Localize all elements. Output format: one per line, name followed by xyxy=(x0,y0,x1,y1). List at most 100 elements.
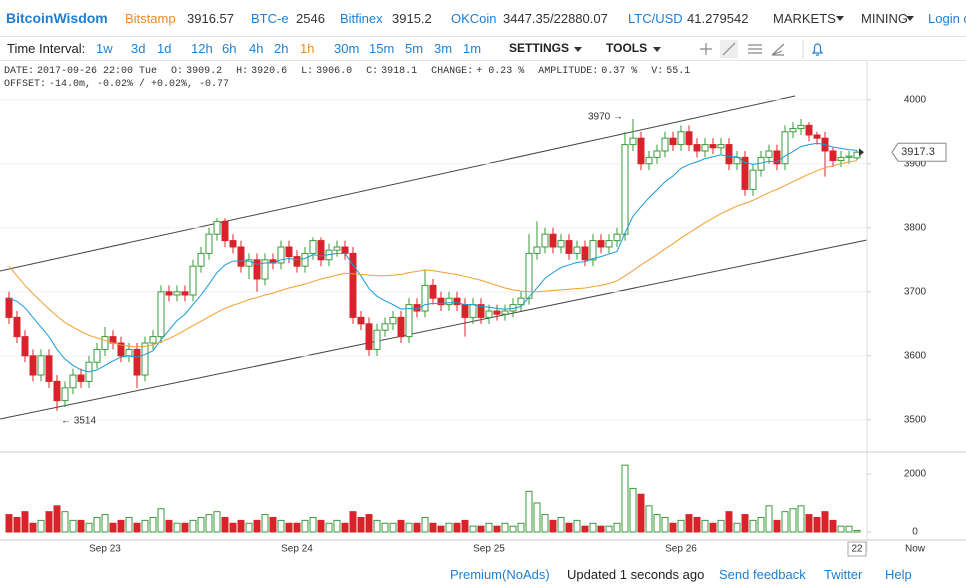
candle-body xyxy=(501,310,509,315)
exchange-name[interactable]: OKCoin xyxy=(451,11,497,26)
candle-body xyxy=(421,284,429,312)
volume-bar xyxy=(365,514,373,533)
footer-link: Updated 1 seconds ago xyxy=(567,567,705,582)
alert-icon[interactable] xyxy=(811,43,824,56)
line-icon[interactable] xyxy=(722,42,736,56)
volume-bar xyxy=(253,519,261,533)
candle-body xyxy=(229,240,237,248)
info-text: 2017-09-26 22:00 Tue xyxy=(37,66,158,77)
footer-link[interactable]: Send feedback xyxy=(719,567,806,582)
interval-button[interactable]: 6h xyxy=(222,41,237,56)
candle-body xyxy=(245,259,253,267)
toolbar-menu[interactable]: SETTINGS xyxy=(509,41,570,55)
candle-body xyxy=(213,220,221,235)
exchange-name[interactable]: Bitstamp xyxy=(125,11,176,26)
interval-button[interactable]: 30m xyxy=(334,41,360,56)
interval-button[interactable]: 3m xyxy=(434,41,453,56)
volume-bar xyxy=(293,522,301,533)
candle-body xyxy=(469,304,477,318)
volume-bar xyxy=(5,514,13,533)
fib-icon[interactable] xyxy=(771,43,785,56)
candle-body xyxy=(629,137,637,146)
interval-button[interactable]: 1w xyxy=(96,41,113,56)
volume-bar xyxy=(573,519,581,533)
volume-bar xyxy=(357,516,365,533)
volume-bar xyxy=(141,519,149,533)
volume-bar xyxy=(157,508,165,533)
trend-line xyxy=(0,239,868,420)
candle-body xyxy=(37,355,45,376)
footer-link[interactable]: Help xyxy=(885,567,912,582)
interval-button[interactable]: 5m xyxy=(405,41,424,56)
candle-body xyxy=(661,137,669,152)
exchange-name[interactable]: LTC/USD xyxy=(628,11,683,26)
volume-bar xyxy=(637,493,645,533)
exchange-name[interactable]: Bitfinex xyxy=(340,11,383,26)
interval-button[interactable]: 15m xyxy=(369,41,395,56)
exchange-name[interactable]: BTC-e xyxy=(251,11,289,26)
candle-body xyxy=(93,348,101,363)
footer-link[interactable]: Premium(NoAds) xyxy=(450,567,550,582)
candle-body xyxy=(709,144,717,149)
volume-bar xyxy=(565,522,573,533)
candle-body xyxy=(637,137,645,165)
candle-body xyxy=(13,316,21,338)
crosshair-icon[interactable] xyxy=(700,43,712,55)
interval-button[interactable]: 4h xyxy=(249,41,264,56)
candle-body xyxy=(69,374,77,389)
volume-bar xyxy=(533,502,541,533)
interval-button[interactable]: 1d xyxy=(157,41,172,56)
y-tick-label: 3500 xyxy=(904,414,927,425)
login[interactable]: Login o xyxy=(928,11,966,26)
candle-body xyxy=(653,150,661,158)
volume-bar xyxy=(133,522,141,533)
candle-body xyxy=(789,128,797,133)
volume-bar xyxy=(589,522,597,533)
low-annotation: ← 3514 xyxy=(61,416,96,427)
volume-bar xyxy=(77,519,85,533)
volume-bar xyxy=(789,508,797,533)
candle-body xyxy=(197,252,205,267)
x-tick-label: Sep 23 xyxy=(89,544,121,555)
candle-body xyxy=(725,144,733,165)
interval-button[interactable]: 1m xyxy=(463,41,482,56)
x-tick-box xyxy=(847,541,867,557)
candle-body xyxy=(205,233,213,254)
volume-bar xyxy=(237,519,245,533)
info-text: + 0.23 % xyxy=(476,66,525,77)
interval-button[interactable]: 2h xyxy=(274,41,289,56)
menu[interactable]: MARKETS xyxy=(773,11,836,26)
candle-body xyxy=(597,240,605,248)
candle-body xyxy=(189,265,197,296)
y-tick-label: 4000 xyxy=(904,94,927,105)
candle-body xyxy=(613,233,621,242)
menu[interactable]: MINING xyxy=(861,11,908,26)
volume-bar xyxy=(669,522,677,533)
interval-button[interactable]: 3d xyxy=(131,41,146,56)
volume-bar xyxy=(45,511,53,533)
interval-button[interactable]: 1h xyxy=(300,41,315,56)
volume-bar xyxy=(469,525,477,533)
volume-bar xyxy=(421,516,429,533)
interval-button[interactable]: 12h xyxy=(191,41,213,56)
candle-body xyxy=(181,291,189,296)
footer-link[interactable]: Twitter xyxy=(824,567,863,582)
volume-tick-label: 2000 xyxy=(904,469,927,480)
candle-body xyxy=(309,240,317,254)
info-text: DATE: xyxy=(4,66,35,77)
x-end-label: Now xyxy=(905,544,926,555)
caret xyxy=(906,16,914,21)
candle-body xyxy=(669,137,677,146)
volume-bar xyxy=(853,529,861,533)
caret xyxy=(574,47,582,52)
volume-bar xyxy=(845,525,853,533)
volume-bar xyxy=(21,511,29,533)
candle-body xyxy=(701,144,709,152)
candle-body xyxy=(237,246,245,267)
channel-icon[interactable] xyxy=(748,44,762,54)
exchange-price: 3915.2 xyxy=(392,11,432,26)
candle-body xyxy=(829,150,837,162)
volume-bar xyxy=(797,505,805,533)
brand[interactable]: BitcoinWisdom xyxy=(6,10,108,26)
toolbar-menu[interactable]: TOOLS xyxy=(606,41,648,55)
